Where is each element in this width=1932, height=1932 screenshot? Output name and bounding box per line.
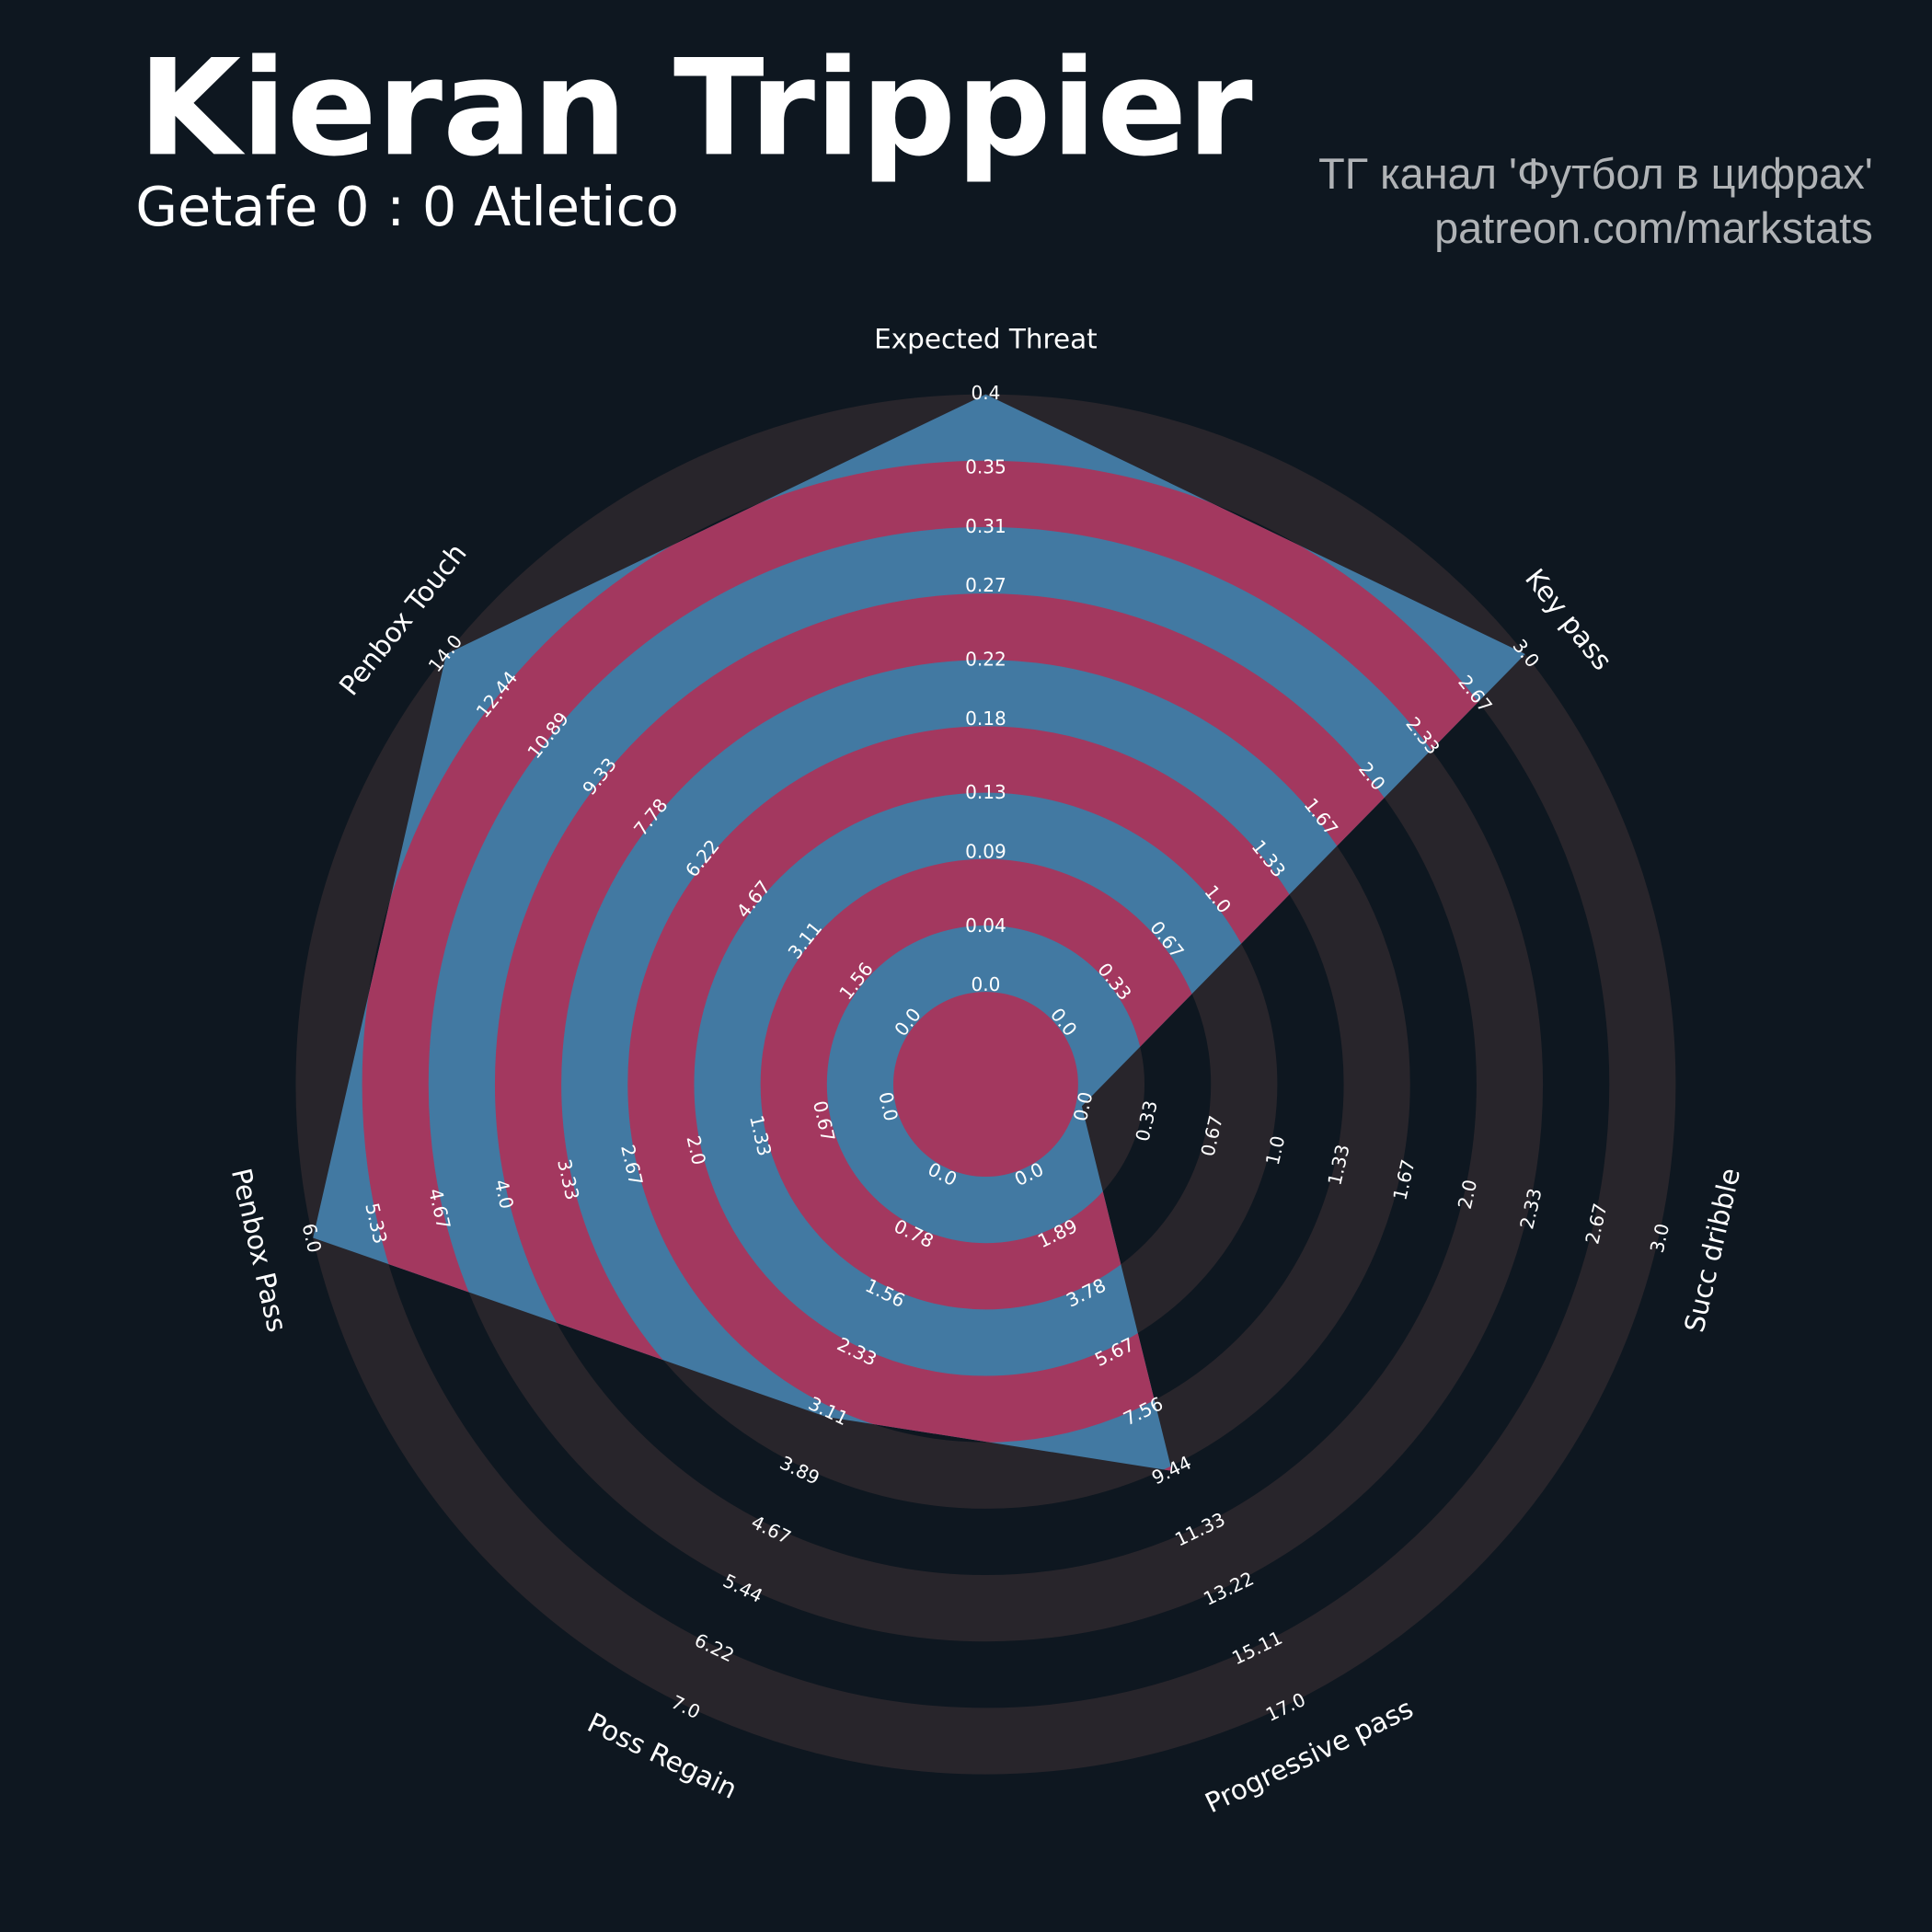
tick-label: 0.0 xyxy=(971,973,1000,995)
inner-ring xyxy=(362,460,1525,1471)
tick-label: 0.04 xyxy=(965,914,1006,937)
chart-title: Kieran Trippier xyxy=(138,31,1253,186)
tick-label: 0.09 xyxy=(965,840,1006,862)
tick-label: 0.35 xyxy=(965,456,1006,478)
chart-subtitle: Getafe 0 : 0 Atletico xyxy=(135,175,679,238)
tick-label: 0.13 xyxy=(965,781,1006,803)
credit: patreon.com/markstats xyxy=(1434,204,1873,252)
tick-label: 0.18 xyxy=(965,707,1006,730)
tick-label: 0.27 xyxy=(965,574,1006,596)
tick-label: 0.31 xyxy=(965,515,1006,537)
param-label: Expected Threat xyxy=(874,323,1098,354)
tick-label: 0.4 xyxy=(971,382,1000,404)
center-circle xyxy=(892,992,1078,1178)
credit: ТГ канал 'Футбол в цифрах' xyxy=(1318,150,1873,198)
tick-label: 0.22 xyxy=(965,649,1006,671)
